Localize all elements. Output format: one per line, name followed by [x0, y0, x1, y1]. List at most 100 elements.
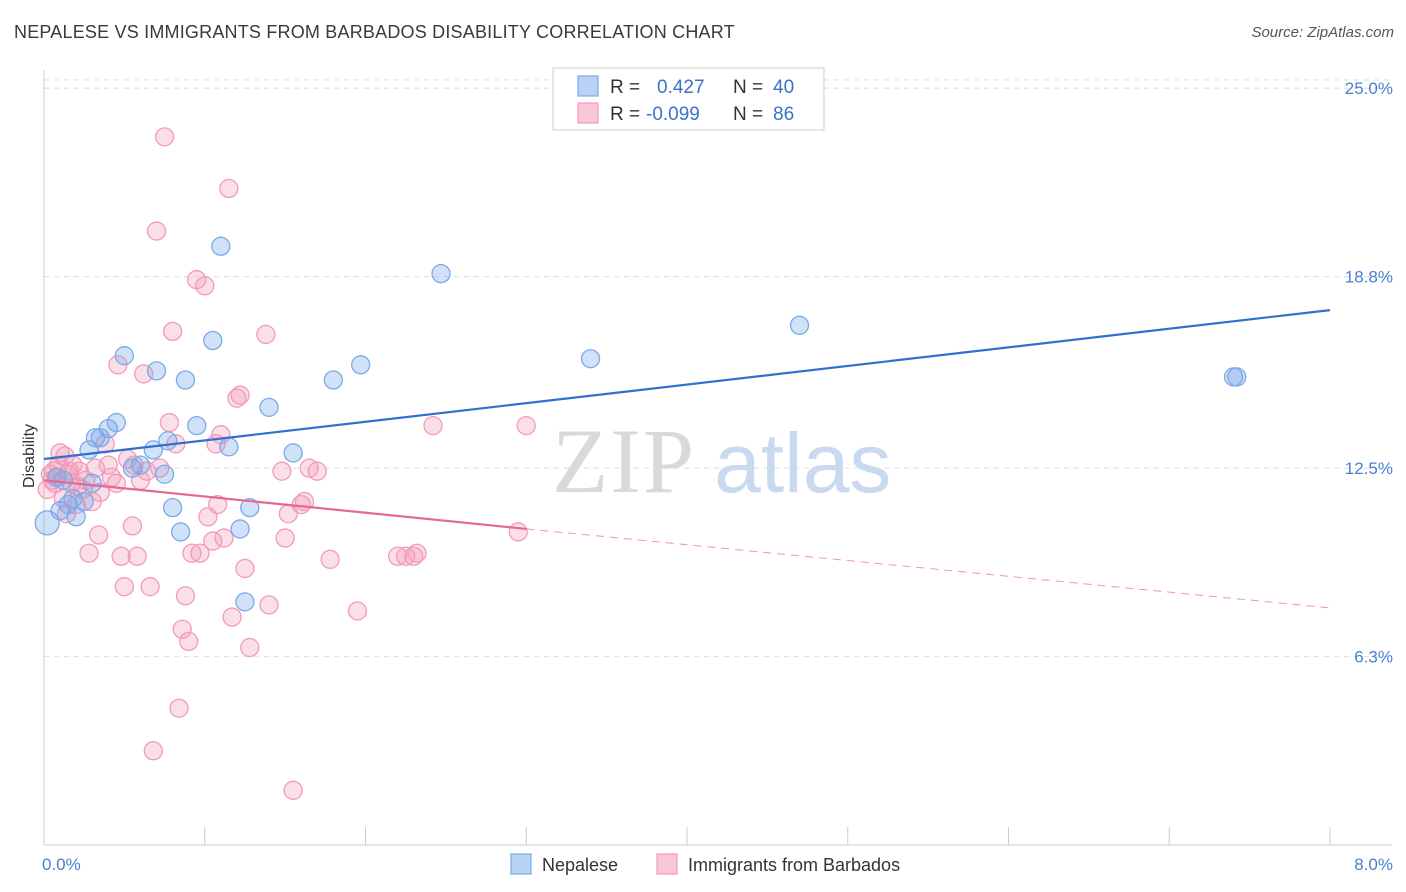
nepalese-point-36 — [580, 349, 601, 369]
barbados-point-23 — [98, 455, 118, 475]
barbados-point-81 — [508, 522, 528, 542]
nepalese-point-8 — [82, 473, 102, 493]
barbados-point-40 — [154, 127, 175, 147]
nepalese-point-27 — [219, 437, 239, 457]
barbados-point-78 — [404, 546, 424, 566]
legend-r-value-1: 0.427 — [657, 77, 705, 98]
barbados-point-36 — [140, 577, 160, 597]
barbados-point-65 — [259, 595, 279, 615]
barbados-point-74 — [320, 549, 340, 569]
barbados-point-66 — [272, 461, 292, 481]
nepalese-point-34 — [351, 355, 371, 375]
barbados-point-60 — [227, 388, 247, 408]
barbados-point-42 — [162, 321, 183, 342]
chart-source: Source: ZipAtlas.com — [1251, 24, 1394, 41]
nepalese-point-4 — [74, 491, 94, 512]
series-legend: Nepalese Immigrants from Barbados — [510, 853, 900, 875]
nepalese-point-28 — [230, 519, 250, 539]
nepalese-point-29 — [235, 592, 255, 612]
barbados-point-82 — [516, 415, 536, 436]
nepalese-point-26 — [211, 236, 231, 256]
nepalese-point-14 — [114, 346, 135, 366]
legend-n-value-1: 40 — [773, 77, 794, 98]
nepalese-point-39 — [1227, 367, 1247, 387]
bottom-legend-swatch-barbados — [656, 853, 678, 875]
x-tick-label-1: 8.0% — [1354, 855, 1393, 874]
barbados-point-58 — [219, 178, 239, 199]
nepalese-point-22 — [170, 522, 191, 542]
nepalese-point-32 — [283, 443, 303, 463]
barbados-point-46 — [175, 586, 196, 606]
nepalese-point-25 — [203, 330, 223, 351]
nepalese-point-30 — [240, 497, 260, 518]
legend-r-label-1: R = — [610, 77, 640, 98]
barbados-point-69 — [283, 780, 303, 800]
nepalese-point-20 — [158, 431, 178, 451]
watermark-zip: ZIP — [552, 410, 696, 512]
barbados-point-32 — [127, 546, 147, 566]
barbados-point-50 — [190, 543, 210, 563]
barbados-point-67 — [275, 528, 295, 548]
barbados-point-75 — [347, 601, 368, 621]
barbados-point-62 — [235, 558, 255, 579]
nepalese-point-18 — [146, 361, 167, 381]
nepalese-trend-line — [43, 309, 1331, 461]
barbados-point-27 — [111, 546, 131, 566]
bottom-legend-label-barbados: Immigrants from Barbados — [688, 855, 900, 875]
y-tick-label-0: 6.3% — [1354, 648, 1393, 667]
legend-n-label-2: N = — [733, 104, 763, 125]
barbados-point-38 — [146, 221, 167, 241]
correlation-legend: R = 0.427 N = 40 R = -0.099 N = 86 — [552, 67, 825, 131]
barbados-point-61 — [230, 385, 250, 405]
legend-r-label-2: R = — [610, 104, 640, 125]
barbados-trend-line — [43, 479, 527, 531]
x-tick-label-0: 0.0% — [42, 855, 81, 874]
nepalese-point-16 — [130, 455, 151, 475]
legend-swatch-nepalese — [577, 75, 599, 97]
watermark: ZIP atlas — [552, 410, 891, 512]
barbados-point-57 — [214, 528, 234, 548]
nepalese-point-3 — [66, 507, 86, 527]
tick-labels: 6.3% 12.5% 18.8% 25.0% 0.0% 8.0% — [42, 79, 1393, 874]
barbados-point-77 — [396, 546, 416, 566]
nepalese-point-37 — [789, 315, 810, 335]
nepalese-point-23 — [175, 370, 196, 390]
barbados-point-20 — [89, 525, 109, 545]
barbados-point-41 — [159, 412, 180, 433]
barbados-point-55 — [207, 494, 228, 515]
nepalese-point-13 — [106, 412, 126, 433]
watermark-atlas: atlas — [714, 416, 891, 510]
nepalese-point-7 — [63, 488, 83, 509]
legend-r-value-2: -0.099 — [646, 104, 700, 125]
barbados-point-53 — [203, 531, 223, 551]
barbados-trend-line-extended — [526, 528, 1331, 609]
nepalese-point-6 — [53, 470, 73, 490]
barbados-point-59 — [222, 607, 242, 627]
y-tick-label-3: 25.0% — [1345, 79, 1393, 98]
y-axis-label: Disability — [21, 424, 38, 488]
barbados-point-73 — [307, 461, 327, 481]
barbados-point-47 — [179, 631, 199, 652]
barbados-point-76 — [387, 546, 408, 566]
barbados-point-37 — [143, 741, 163, 761]
nepalese-point-19 — [154, 464, 175, 484]
barbados-point-25 — [106, 473, 126, 493]
barbados-point-17 — [79, 543, 99, 563]
barbados-point-30 — [122, 516, 143, 536]
barbados-point-64 — [256, 324, 276, 345]
axes — [43, 70, 1392, 846]
barbados-point-45 — [172, 619, 192, 639]
legend-swatch-barbados — [577, 102, 599, 124]
nepalese-point-31 — [259, 397, 279, 418]
y-tick-label-1: 12.5% — [1345, 459, 1393, 478]
chart-title: NEPALESE VS IMMIGRANTS FROM BARBADOS DIS… — [14, 22, 735, 42]
barbados-point-51 — [195, 276, 215, 296]
series-barbados-points — [37, 127, 536, 800]
trend-lines — [43, 309, 1331, 609]
legend-n-value-2: 86 — [773, 104, 794, 125]
nepalese-point-33 — [323, 370, 344, 390]
legend-n-label-1: N = — [733, 77, 763, 98]
barbados-point-44 — [169, 698, 189, 718]
series-nepalese-points — [34, 236, 1247, 612]
